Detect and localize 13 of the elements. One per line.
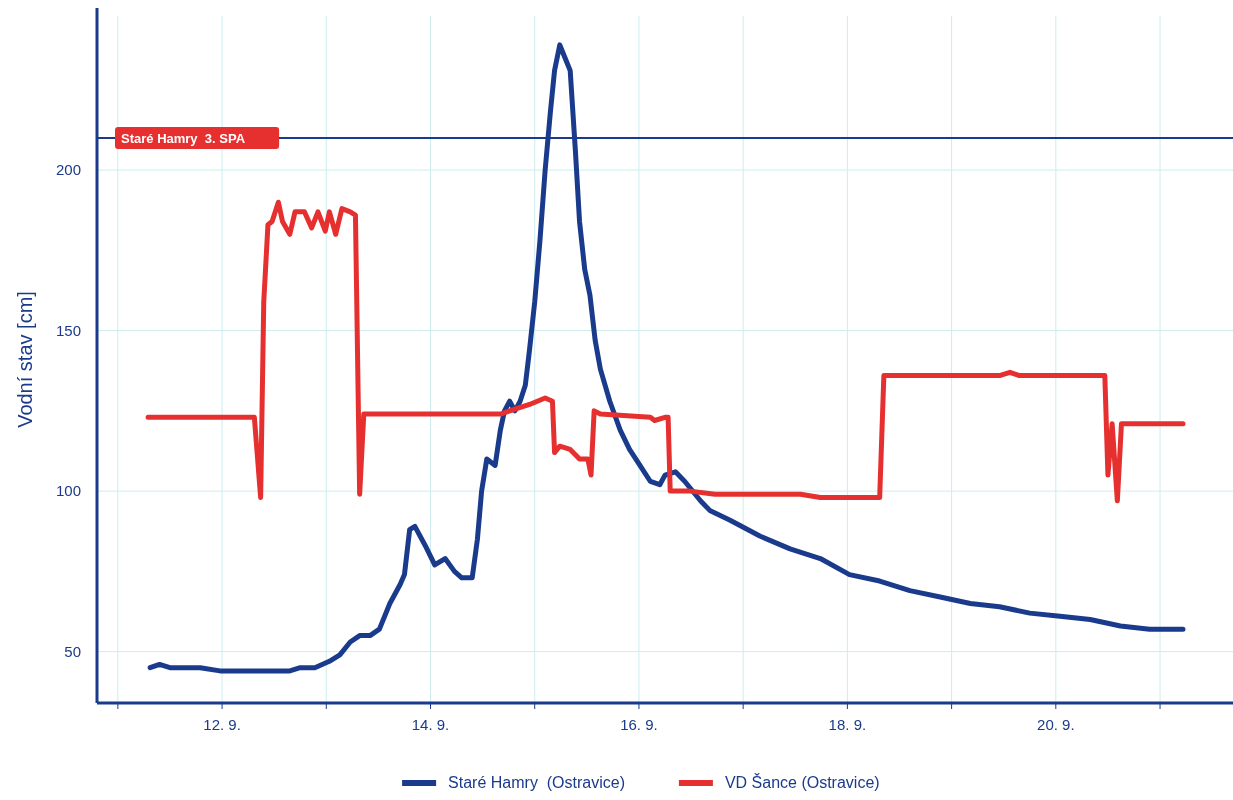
x-tick-label: 14. 9. [411,716,450,733]
x-tick-label: 18. 9. [828,716,867,733]
y-tick-label: 200 [55,161,81,179]
ref-line-label: Staré Hamry 3. SPA [121,130,246,146]
y-tick-label: 150 [55,321,81,339]
legend-label: VD Šance (Ostravice) [724,773,880,791]
x-tick-label: 16. 9. [620,716,658,733]
x-tick-label: 20. 9. [1037,716,1075,733]
legend-label: Staré Hamry (Ostravice) [448,774,626,791]
y-axis-title: Vodní stav [cm] [14,291,36,428]
y-tick-label: 100 [55,482,81,500]
x-tick-label: 12. 9. [203,716,241,733]
y-tick-label: 50 [64,642,81,660]
